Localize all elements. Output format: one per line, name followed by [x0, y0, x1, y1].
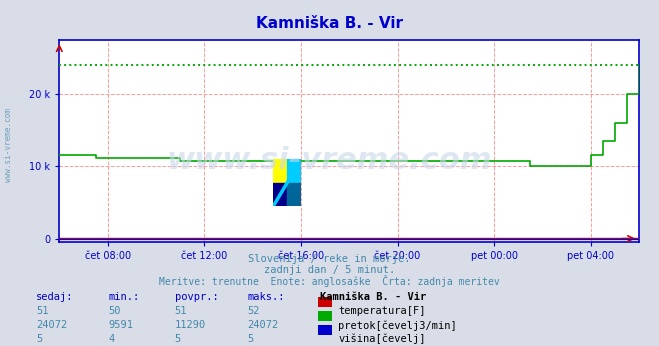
- Text: 51: 51: [175, 306, 187, 316]
- Text: 5: 5: [247, 334, 253, 344]
- Text: 5: 5: [36, 334, 42, 344]
- Text: 5: 5: [175, 334, 181, 344]
- Text: min.:: min.:: [109, 292, 140, 302]
- Bar: [273, 183, 287, 206]
- Text: Meritve: trenutne  Enote: anglosaške  Črta: zadnja meritev: Meritve: trenutne Enote: anglosaške Črta…: [159, 275, 500, 287]
- Text: maks.:: maks.:: [247, 292, 285, 302]
- Text: zadnji dan / 5 minut.: zadnji dan / 5 minut.: [264, 265, 395, 275]
- Bar: [287, 183, 301, 206]
- Text: 50: 50: [109, 306, 121, 316]
- Text: višina[čevelj]: višina[čevelj]: [338, 334, 426, 344]
- Text: 4: 4: [109, 334, 115, 344]
- Bar: [287, 159, 301, 183]
- Text: Kamniška B. - Vir: Kamniška B. - Vir: [256, 16, 403, 30]
- Text: temperatura[F]: temperatura[F]: [338, 306, 426, 316]
- Text: www.si-vreme.com: www.si-vreme.com: [4, 108, 13, 182]
- Text: 52: 52: [247, 306, 260, 316]
- Text: pretok[čevelj3/min]: pretok[čevelj3/min]: [338, 320, 457, 330]
- Text: 24072: 24072: [36, 320, 67, 330]
- Text: 11290: 11290: [175, 320, 206, 330]
- Text: povpr.:: povpr.:: [175, 292, 218, 302]
- Text: 51: 51: [36, 306, 49, 316]
- Text: www.si-vreme.com: www.si-vreme.com: [167, 146, 492, 175]
- Text: Kamniška B. - Vir: Kamniška B. - Vir: [320, 292, 426, 302]
- Text: sedaj:: sedaj:: [36, 292, 74, 302]
- Text: Slovenija / reke in morje.: Slovenija / reke in morje.: [248, 254, 411, 264]
- Text: 9591: 9591: [109, 320, 134, 330]
- Bar: [273, 159, 287, 183]
- Text: 24072: 24072: [247, 320, 278, 330]
